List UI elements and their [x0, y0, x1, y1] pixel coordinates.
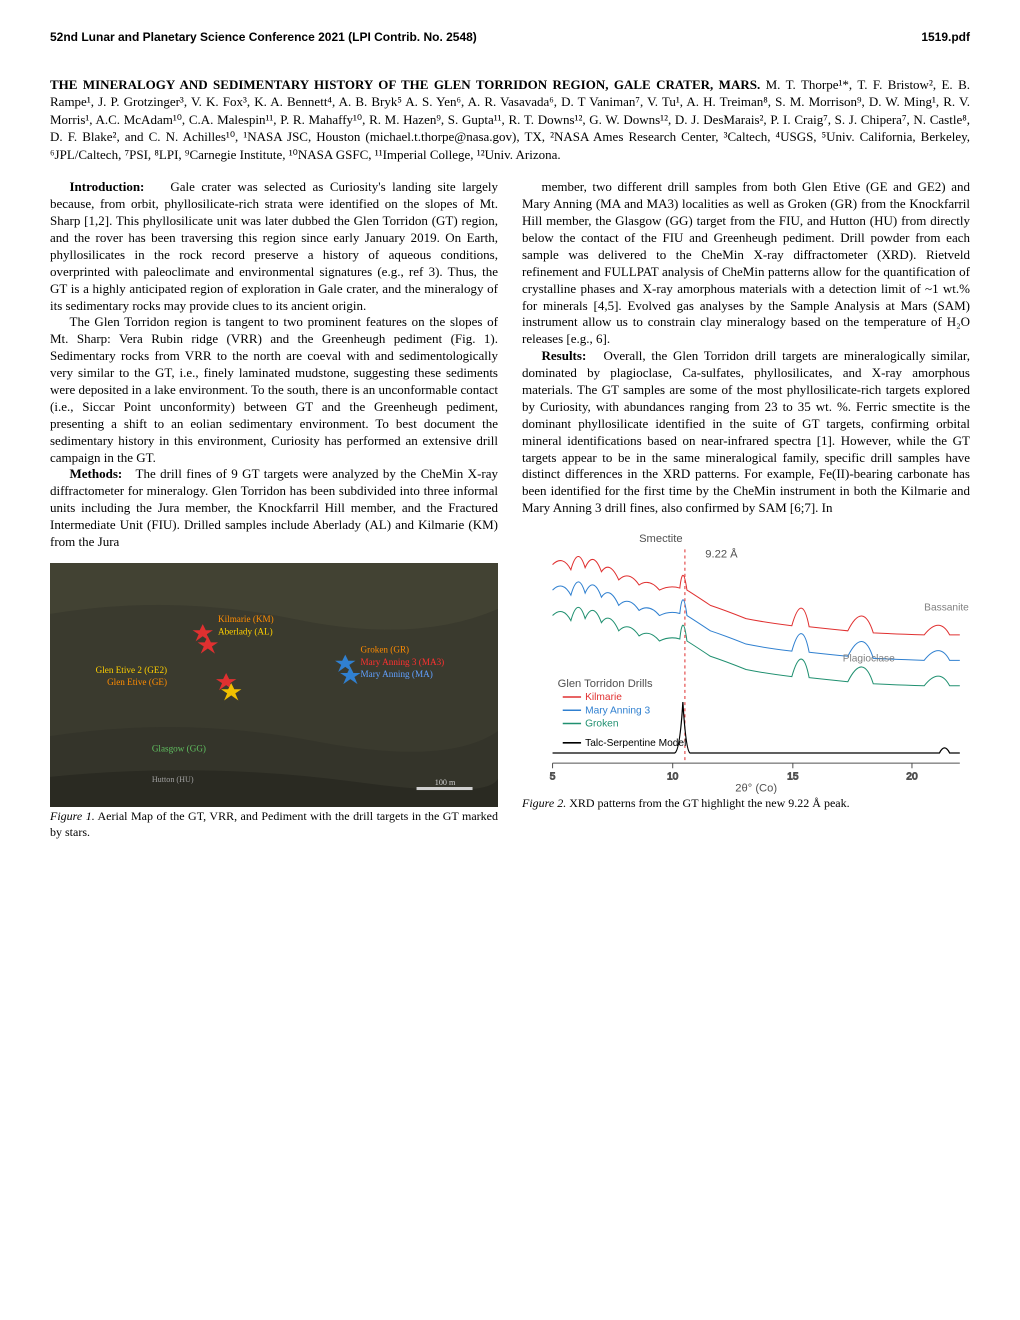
fig1-ge2-label: Glen Etive 2 (GE2) [96, 665, 167, 675]
fig2-caption-text: XRD patterns from the GT highlight the n… [566, 796, 849, 810]
fig2-xlabel: 2θ° (Co) [735, 783, 777, 794]
two-column-body: Introduction: Gale crater was selected a… [50, 179, 970, 840]
fig2-legend-title: Glen Torridon Drills [558, 678, 653, 690]
results-label: Results: [542, 348, 587, 363]
torridon-paragraph: The Glen Torridon region is tangent to t… [50, 314, 498, 466]
fig2-legend-ma3: Mary Anning 3 [585, 705, 650, 716]
fig1-ma-label: Mary Anning (MA) [361, 669, 433, 679]
fig1-scale: 100 m [435, 778, 456, 787]
fig1-caption-text: Aerial Map of the GT, VRR, and Pediment … [50, 809, 498, 839]
fig2-smectite: Smectite [639, 533, 683, 545]
intro-text: Gale crater was selected as Curiosity's … [50, 179, 498, 312]
intro-paragraph: Introduction: Gale crater was selected a… [50, 179, 498, 314]
results-text: Overall, the Glen Torridon drill targets… [522, 348, 970, 515]
left-column: Introduction: Gale crater was selected a… [50, 179, 498, 840]
figure-1-image: Kilmarie (KM) Aberlady (AL) Glen Etive 2… [50, 563, 498, 807]
fig2-bassanite: Bassanite [924, 603, 969, 614]
fig2-tick-15: 15 [787, 772, 799, 783]
figure-2-caption: Figure 2. XRD patterns from the GT highl… [522, 796, 970, 812]
fig2-legend-groken: Groken [585, 719, 618, 730]
member-text: member, two different drill samples from… [522, 179, 970, 346]
header-left: 52nd Lunar and Planetary Science Confere… [50, 30, 477, 46]
methods-paragraph: Methods: The drill fines of 9 GT targets… [50, 466, 498, 550]
torridon-text: The Glen Torridon region is tangent to t… [50, 314, 498, 464]
right-column: member, two different drill samples from… [522, 179, 970, 840]
fig1-km-label: Kilmarie (KM) [218, 614, 274, 624]
title-block: THE MINERALOGY AND SEDIMENTARY HISTORY O… [50, 76, 970, 164]
figure-2-chart: 5 10 15 20 2θ° (Co) [522, 529, 970, 794]
fig1-al-label: Aberlady (AL) [218, 626, 273, 636]
fig2-tick-10: 10 [667, 772, 679, 783]
figure-1: Kilmarie (KM) Aberlady (AL) Glen Etive 2… [50, 563, 498, 841]
paper-title: THE MINERALOGY AND SEDIMENTARY HISTORY O… [50, 77, 760, 92]
fig1-hu-label: Hutton (HU) [152, 775, 194, 784]
header-right: 1519.pdf [921, 30, 970, 46]
member-paragraph: member, two different drill samples from… [522, 179, 970, 348]
fig2-legend-kilmarie: Kilmarie [585, 692, 622, 703]
fig1-ma3-label: Mary Anning 3 (MA3) [361, 657, 445, 667]
fig2-tick-20: 20 [906, 772, 918, 783]
fig2-label: Figure 2. [522, 796, 566, 810]
header-bar: 52nd Lunar and Planetary Science Confere… [50, 30, 970, 46]
fig2-angstrom: 9.22 Å [705, 548, 738, 561]
fig2-plagioclase: Plagioclase [843, 654, 895, 665]
figure-2: 5 10 15 20 2θ° (Co) [522, 529, 970, 811]
fig1-label: Figure 1. [50, 809, 95, 823]
fig2-tick-5: 5 [550, 772, 556, 783]
figure-1-caption: Figure 1. Aerial Map of the GT, VRR, and… [50, 809, 498, 840]
fig1-ge-label: Glen Etive (GE) [107, 677, 167, 687]
fig2-model-label: Talc-Serpentine Model [585, 738, 686, 749]
fig1-gg-label: Glasgow (GG) [152, 743, 206, 753]
intro-label: Introduction: [70, 179, 145, 194]
methods-label: Methods: [70, 466, 123, 481]
fig1-gr-label: Groken (GR) [361, 645, 410, 655]
results-paragraph: Results: Overall, the Glen Torridon dril… [522, 348, 970, 517]
